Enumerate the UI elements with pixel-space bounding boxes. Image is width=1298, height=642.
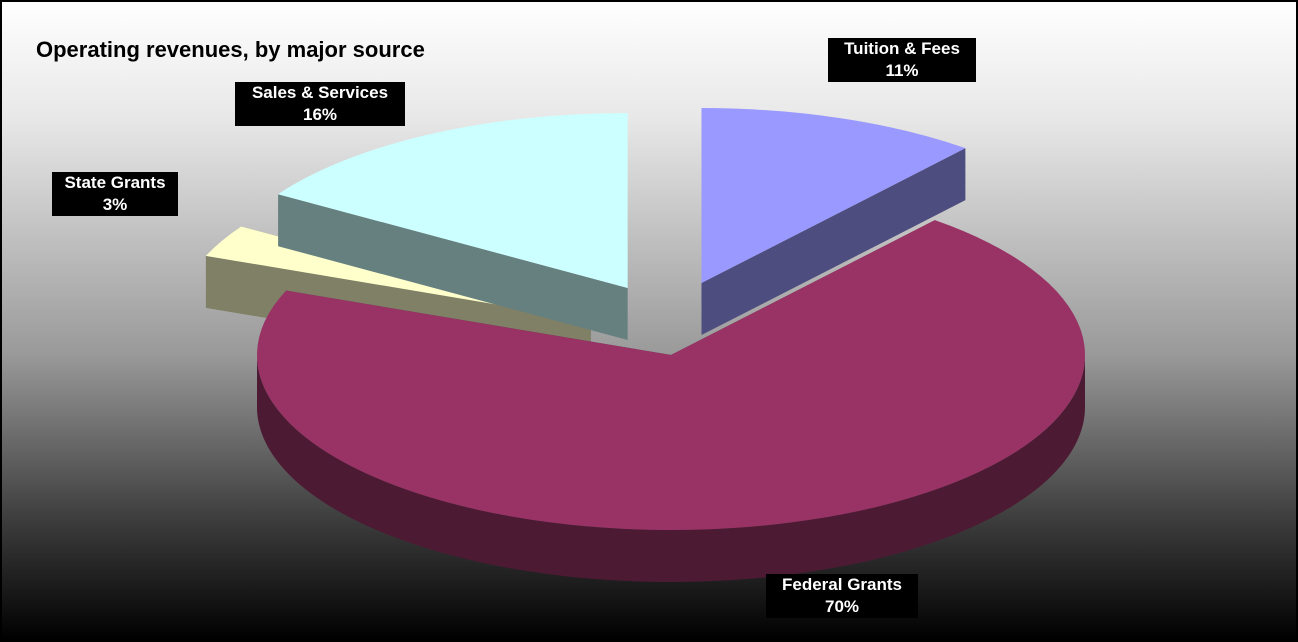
data-label-name: State Grants [64, 173, 166, 192]
data-label-tuition-fees: Tuition & Fees 11% [828, 38, 976, 82]
slice-top-face [701, 108, 966, 284]
data-label-name: Sales & Services [251, 83, 389, 102]
data-label-value: 11% [885, 61, 919, 80]
pie-slice-tuition-fees [701, 108, 966, 336]
chart-title: Operating revenues, by major source [36, 37, 425, 62]
data-label-value: 70% [824, 597, 860, 616]
data-label-sales-services: Sales & Services 16% [235, 82, 405, 126]
slice-side-wall [278, 194, 628, 340]
data-label-name: Tuition & Fees [844, 39, 960, 58]
data-label-name: Federal Grants [782, 575, 902, 594]
data-label-state-grants: State Grants 3% [52, 172, 178, 216]
data-label-value: 16% [302, 105, 338, 124]
data-label-federal-grants: Federal Grants 70% [766, 574, 918, 618]
pie-slice-federal-grants [257, 220, 1085, 582]
data-label-value: 3% [102, 195, 128, 214]
slice-top-face [278, 112, 628, 288]
slice-top-face [257, 220, 1085, 530]
pie-slice-sales-services [278, 112, 628, 340]
slice-side-wall [701, 148, 966, 336]
slice-outer-wall [257, 355, 1085, 582]
